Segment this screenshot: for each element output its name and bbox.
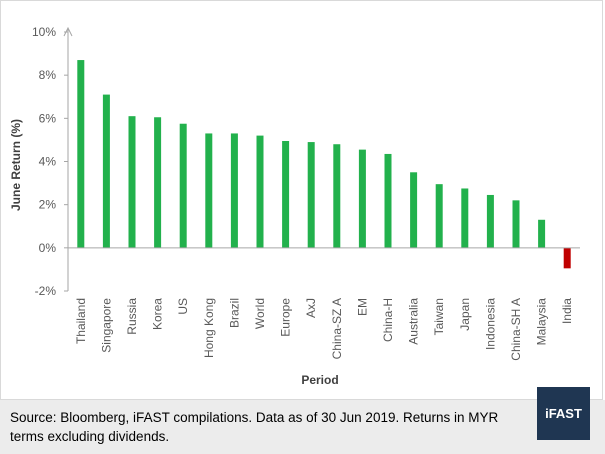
- bar-australia: [410, 172, 418, 248]
- x-tick-label: Korea: [151, 298, 165, 330]
- x-tick-label: Singapore: [99, 298, 113, 353]
- x-axis-title: Period: [301, 373, 338, 387]
- y-axis-arrow: [63, 26, 73, 37]
- chart-frame: [0, 0, 603, 400]
- x-tick-label: China-SH A: [509, 298, 523, 361]
- x-tick-label: AxJ: [304, 298, 318, 318]
- bar-axj: [307, 142, 315, 248]
- bar-taiwan: [435, 184, 443, 248]
- bar-japan: [461, 188, 469, 248]
- x-tick-label: Indonesia: [483, 298, 497, 350]
- y-tick-label: 8%: [39, 68, 57, 82]
- x-tick-label: China-H: [381, 298, 395, 342]
- y-tick-label: 10%: [32, 25, 56, 39]
- bar-europe: [282, 140, 290, 248]
- footer-bar: Source: Bloomberg, iFAST compilations. D…: [0, 400, 605, 454]
- y-tick-label: 4%: [39, 155, 57, 169]
- bar-us: [179, 123, 187, 248]
- x-tick-label: Thailand: [74, 298, 88, 344]
- ifast-logo: iFAST: [537, 387, 590, 440]
- source-note: Source: Bloomberg, iFAST compilations. D…: [10, 410, 499, 444]
- y-axis-title: June Return (%): [9, 119, 23, 211]
- x-axis: Thailand Singapore Russia Korea US Hong Kong B…: [68, 247, 580, 361]
- bar-malaysia: [538, 219, 546, 248]
- bar-china-sh-a: [512, 200, 520, 248]
- bar-india: [563, 247, 571, 269]
- bar-em: [358, 149, 366, 248]
- x-tick-label: Russia: [125, 298, 139, 335]
- bar-hong-kong: [205, 133, 213, 248]
- x-tick-label: US: [176, 298, 190, 315]
- bar-chart: -2% 0% 2% 4% 6% 8% 10% Thailand Singapore Russia…: [9, 25, 580, 387]
- x-tick-label: Hong Kong: [202, 298, 216, 358]
- x-tick-label: Malaysia: [535, 298, 549, 346]
- bar-singapore: [102, 94, 110, 248]
- x-tick-label: India: [560, 298, 574, 324]
- x-tick-label: Taiwan: [432, 298, 446, 335]
- y-tick-label: 6%: [39, 111, 57, 125]
- x-tick-label: Australia: [407, 298, 421, 345]
- x-tick-label: Europe: [279, 298, 293, 337]
- y-tick-label: -2%: [35, 284, 57, 298]
- x-tick-label: EM: [355, 298, 369, 316]
- logo-text: iFAST: [545, 406, 582, 421]
- bar-world: [256, 135, 264, 248]
- y-tick-label: 2%: [39, 198, 57, 212]
- bar-korea: [154, 117, 162, 248]
- x-tick-label: World: [253, 298, 267, 329]
- bar-russia: [128, 116, 136, 248]
- x-tick-label: China-SZ A: [330, 298, 344, 359]
- y-tick-label: 0%: [39, 241, 57, 255]
- bar-china-sz-a: [333, 144, 341, 248]
- bar-brazil: [230, 133, 238, 248]
- bars: [77, 60, 571, 269]
- bar-indonesia: [486, 194, 494, 248]
- bar-china-h: [384, 153, 392, 248]
- x-tick-label: Brazil: [227, 298, 241, 328]
- y-axis: -2% 0% 2% 4% 6% 8% 10%: [32, 25, 73, 298]
- bar-thailand: [77, 60, 85, 248]
- x-tick-label: Japan: [458, 298, 472, 331]
